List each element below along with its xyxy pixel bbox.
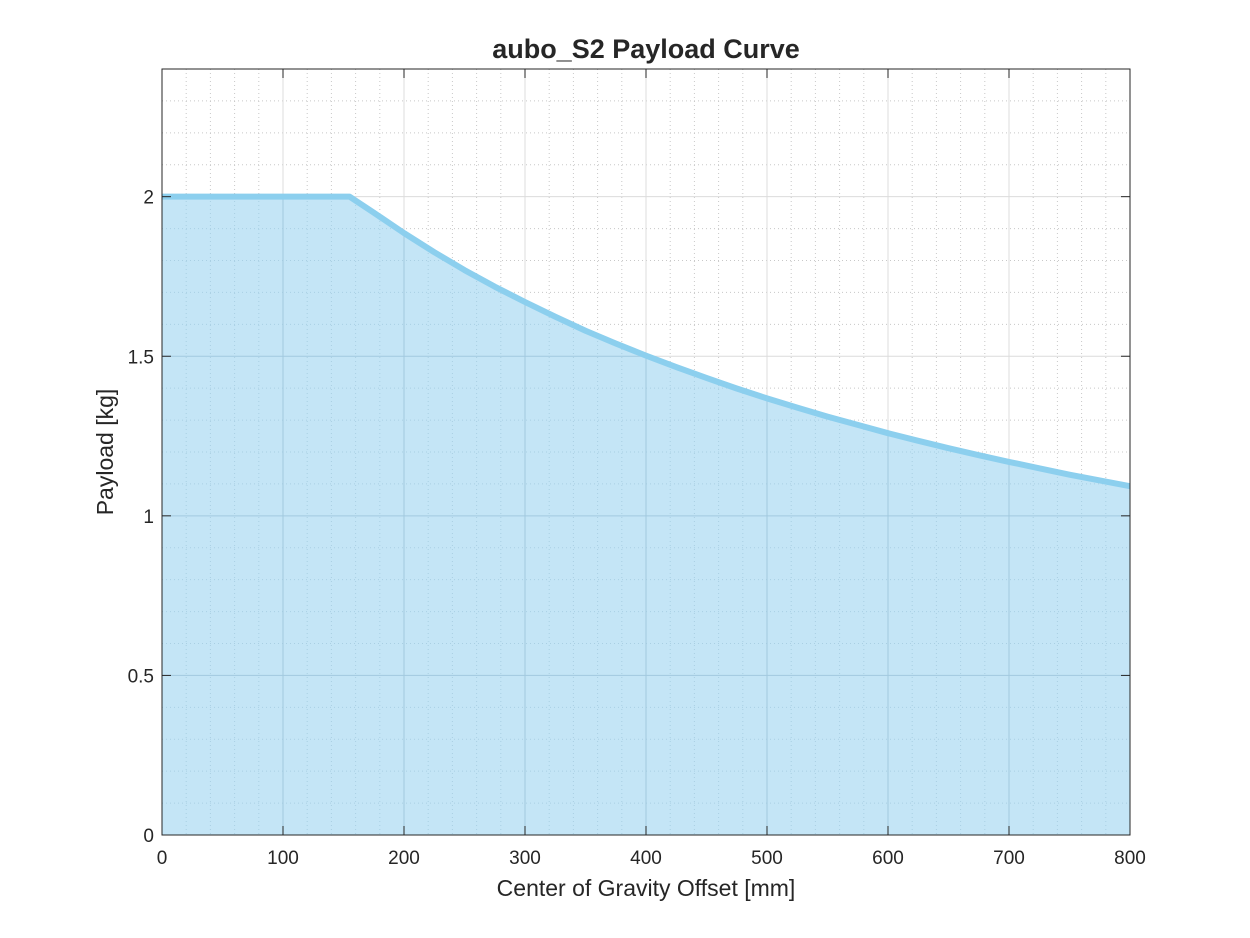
x-tick-label: 700 xyxy=(993,848,1025,869)
x-tick-label: 300 xyxy=(509,848,541,869)
x-tick-label: 200 xyxy=(388,848,420,869)
x-tick-label: 0 xyxy=(157,848,168,869)
y-tick-label: 2 xyxy=(143,188,154,209)
x-tick-labels: 0 100 200 300 400 500 600 700 800 xyxy=(157,848,1146,869)
x-axis-label: Center of Gravity Offset [mm] xyxy=(497,875,796,901)
y-tick-labels: 0 0.5 1 1.5 2 xyxy=(128,188,154,847)
y-tick-label: 1.5 xyxy=(128,347,154,368)
x-tick-label: 600 xyxy=(872,848,904,869)
x-tick-label: 800 xyxy=(1114,848,1146,869)
x-tick-label: 100 xyxy=(267,848,299,869)
payload-curve-line xyxy=(162,193,1131,490)
y-axis-label: Payload [kg] xyxy=(92,389,118,516)
x-tick-label: 500 xyxy=(751,848,783,869)
x-tick-label: 400 xyxy=(630,848,662,869)
chart-title: aubo_S2 Payload Curve xyxy=(492,34,800,64)
y-tick-label: 1 xyxy=(143,507,154,528)
y-tick-label: 0 xyxy=(143,826,154,847)
tick-marks xyxy=(161,69,1131,836)
y-tick-label: 0.5 xyxy=(128,666,154,687)
